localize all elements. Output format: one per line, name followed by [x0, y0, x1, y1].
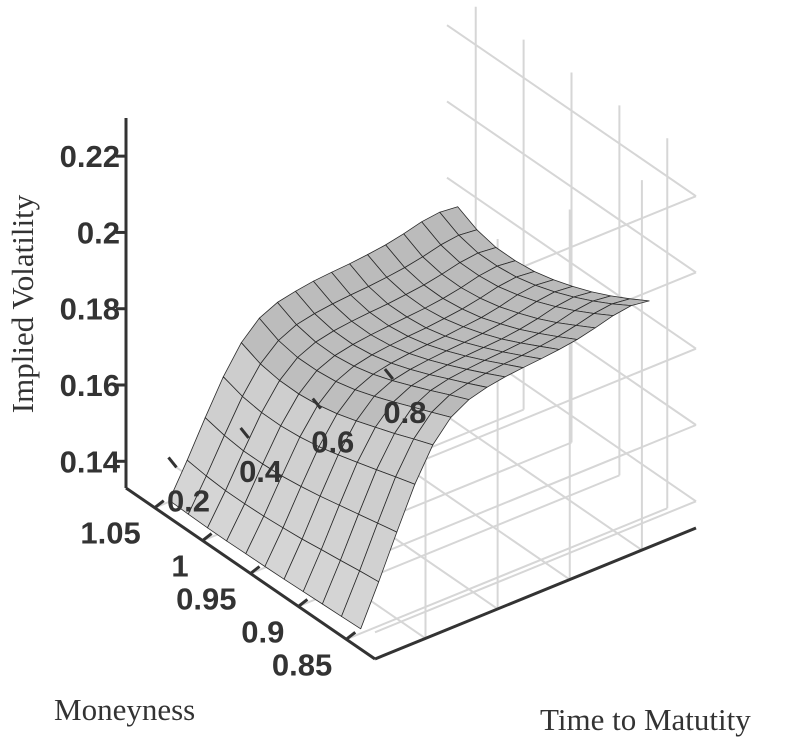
- z-tick-label: 0.14: [60, 444, 121, 479]
- maturity-tick-mark: [383, 368, 395, 381]
- grid-line-backwall-z: [374, 500, 697, 634]
- moneyness-tick-label: 0.85: [272, 647, 332, 682]
- surface-layer: [168, 206, 650, 630]
- x-axis-label: Moneyness: [54, 692, 195, 727]
- maturity-tick-mark: [167, 456, 178, 469]
- maturity-tick-label: 0.2: [167, 483, 210, 518]
- moneyness-tick-label: 1: [171, 549, 188, 584]
- z-axis-label: Implied Volatility: [5, 194, 40, 413]
- z-tick-label: 0.18: [60, 292, 120, 327]
- surface-patch: [341, 570, 380, 630]
- maturity-tick-label: 0.4: [239, 454, 283, 489]
- moneyness-tick-label: 0.9: [241, 614, 284, 649]
- moneyness-tick-mark: [297, 598, 309, 608]
- maturity-tick-label: 0.6: [311, 425, 354, 460]
- z-tick-label: 0.16: [60, 368, 120, 403]
- z-tick-label: 0.2: [77, 215, 120, 250]
- moneyness-tick-label: 1.05: [80, 516, 140, 551]
- moneyness-tick-mark: [153, 499, 165, 509]
- maturity-tick-mark: [311, 397, 322, 410]
- z-tick-label: 0.22: [60, 139, 120, 174]
- tick-layer: 0.14 0.16 0.18 0.2 0.22 1.05 10.950.90.85 0.2 0.…: [60, 139, 427, 682]
- maturity-axis-line: [374, 526, 697, 661]
- moneyness-tick-mark: [345, 631, 357, 641]
- maturity-tick-label: 0.8: [383, 395, 426, 430]
- moneyness-tick-mark: [201, 532, 213, 542]
- maturity-tick-mark: [239, 427, 250, 439]
- y-axis-label: Time to Matutity: [540, 702, 751, 737]
- moneyness-tick-mark: [249, 565, 261, 575]
- moneyness-tick-label: 0.95: [176, 582, 236, 617]
